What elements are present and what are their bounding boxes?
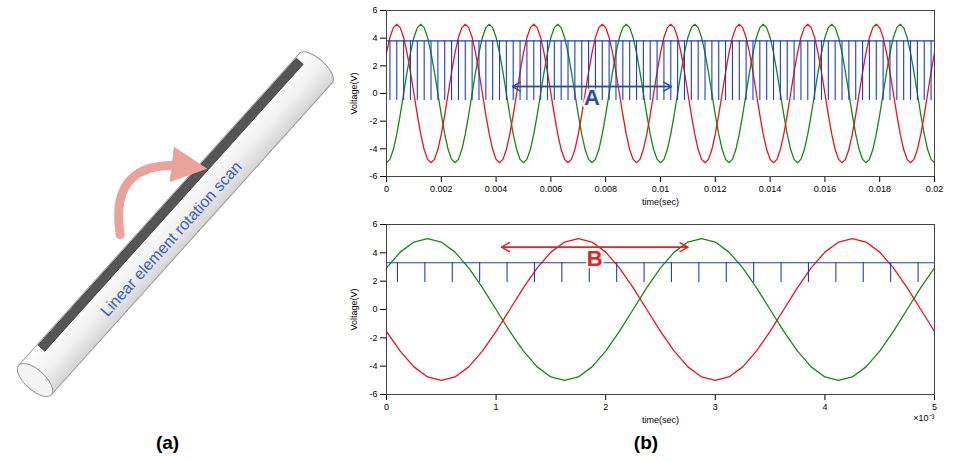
svg-text:0.016: 0.016: [814, 184, 837, 194]
svg-text:-4: -4: [369, 144, 377, 154]
html-text:(a): (a): [155, 432, 180, 453]
svg-text:A: A: [584, 85, 600, 110]
svg-text:-2: -2: [369, 333, 377, 343]
svg-text:2: 2: [603, 402, 608, 412]
svg-text:Linear element rotation scan: Linear element rotation scan: [97, 158, 245, 319]
svg-text:5: 5: [932, 402, 937, 412]
svg-text:0.006: 0.006: [540, 184, 563, 194]
svg-text:6: 6: [372, 219, 377, 229]
svg-text:4: 4: [822, 402, 827, 412]
svg-text:-4: -4: [369, 361, 377, 371]
svg-text:0.02: 0.02: [926, 184, 944, 194]
svg-text:6: 6: [372, 5, 377, 15]
svg-text:B: B: [587, 246, 603, 271]
svg-text:0.004: 0.004: [485, 184, 508, 194]
svg-text:time(sec): time(sec): [642, 197, 679, 207]
svg-text:time(sec): time(sec): [642, 415, 679, 425]
svg-text:0.002: 0.002: [430, 184, 453, 194]
svg-text:×10⁻³: ×10⁻³: [913, 413, 934, 423]
html-text:(b): (b): [633, 432, 659, 453]
svg-text:Voltage(V): Voltage(V): [349, 72, 359, 114]
svg-text:2: 2: [372, 276, 377, 286]
svg-text:-2: -2: [369, 116, 377, 126]
svg-text:0.014: 0.014: [759, 184, 782, 194]
svg-text:-6: -6: [369, 171, 377, 181]
svg-text:4: 4: [372, 33, 377, 43]
svg-text:0.01: 0.01: [652, 184, 670, 194]
svg-text:-6: -6: [369, 389, 377, 399]
svg-text:0: 0: [372, 304, 377, 314]
svg-text:0: 0: [384, 402, 389, 412]
svg-text:0.018: 0.018: [868, 184, 891, 194]
svg-text:0.008: 0.008: [594, 184, 617, 194]
svg-text:2: 2: [372, 61, 377, 71]
svg-text:0.012: 0.012: [704, 184, 727, 194]
svg-text:1: 1: [494, 402, 499, 412]
svg-text:4: 4: [372, 248, 377, 258]
svg-text:0: 0: [372, 88, 377, 98]
svg-text:3: 3: [713, 402, 718, 412]
svg-text:Voltage(V): Voltage(V): [349, 288, 359, 330]
svg-text:0: 0: [384, 184, 389, 194]
